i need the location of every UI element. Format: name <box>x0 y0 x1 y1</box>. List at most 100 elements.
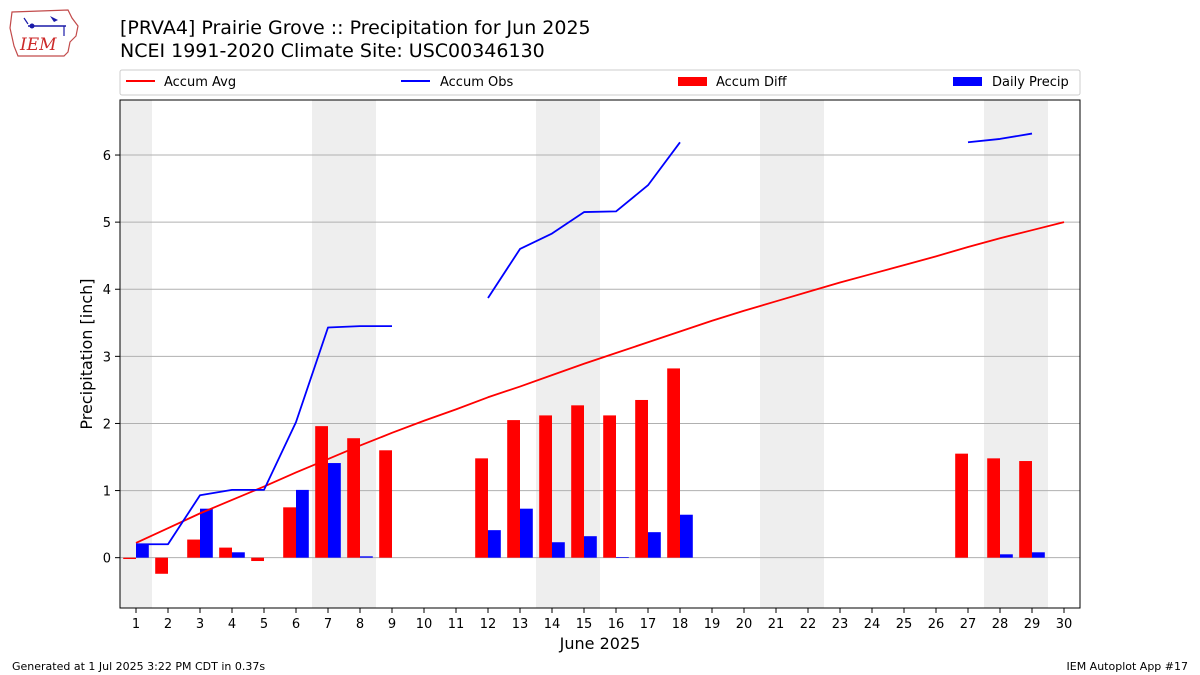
legend-label-accum-avg: Accum Avg <box>164 75 236 90</box>
chart-title: [PRVA4] Prairie Grove :: Precipitation f… <box>120 17 591 39</box>
weekend-shade-3 <box>760 100 824 608</box>
accum-diff-bar-9 <box>379 450 392 558</box>
x-tick-label-18: 18 <box>672 617 689 632</box>
y-tick-label-1: 1 <box>103 485 111 500</box>
x-tick-label-27: 27 <box>960 617 977 632</box>
accum-diff-bar-17 <box>635 399 648 558</box>
x-tick-label-6: 6 <box>292 617 300 632</box>
daily-precip-bar-7 <box>328 463 341 558</box>
x-tick-label-14: 14 <box>544 617 561 632</box>
x-tick-label-3: 3 <box>196 617 204 632</box>
x-tick-label-4: 4 <box>228 617 236 632</box>
x-tick-label-8: 8 <box>356 617 364 632</box>
accum-diff-bar-8 <box>347 438 360 558</box>
x-tick-label-25: 25 <box>896 617 913 632</box>
accum-diff-bar-14 <box>539 415 552 558</box>
legend-frame <box>119 69 1081 96</box>
x-tick-label-5: 5 <box>260 617 268 632</box>
x-tick-label-11: 11 <box>448 617 465 632</box>
x-tick-label-29: 29 <box>1024 617 1041 632</box>
daily-precip-bar-16 <box>616 556 629 558</box>
accum-diff-bar-18 <box>667 368 680 558</box>
accum-diff-bar-13 <box>507 420 520 558</box>
x-tick-label-2: 2 <box>164 617 172 632</box>
legend-label-accum-obs: Accum Obs <box>440 75 513 90</box>
legend-swatch-daily-precip <box>953 77 982 86</box>
accum-diff-bar-29 <box>1019 461 1032 558</box>
daily-precip-bar-29 <box>1032 552 1045 558</box>
y-tick-label-5: 5 <box>103 216 111 231</box>
x-tick-label-16: 16 <box>608 617 625 632</box>
chart-subtitle: NCEI 1991-2020 Climate Site: USC00346130 <box>120 40 545 62</box>
x-tick-label-7: 7 <box>324 617 332 632</box>
bars <box>123 368 1045 574</box>
daily-precip-bar-15 <box>584 536 597 558</box>
x-tick-label-28: 28 <box>992 617 1009 632</box>
footer-app-text: IEM Autoplot App #17 <box>1066 660 1189 673</box>
weekend-shade-0 <box>120 100 152 608</box>
daily-precip-bar-6 <box>296 489 309 558</box>
x-tick-label-23: 23 <box>832 617 849 632</box>
iem-logo: IEM <box>8 6 82 64</box>
y-tick-label-0: 0 <box>103 552 111 567</box>
accum-obs-line-segment-1 <box>487 141 681 299</box>
plot-frame <box>119 99 1081 609</box>
legend-label-accum-diff: Accum Diff <box>716 75 788 90</box>
accum-diff-bar-1 <box>123 557 136 560</box>
legend-label-daily-precip: Daily Precip <box>992 75 1069 90</box>
accum-diff-bar-6 <box>283 507 296 558</box>
x-tick-label-9: 9 <box>388 617 396 632</box>
daily-precip-bar-14 <box>552 542 565 558</box>
x-tick-label-21: 21 <box>768 617 785 632</box>
y-axis-label: Precipitation [inch] <box>77 278 96 429</box>
accum-avg-line-segment-0 <box>135 221 1065 544</box>
iem-logo-text: IEM <box>19 35 57 55</box>
y-tick-label-3: 3 <box>103 350 111 365</box>
accum-diff-bar-3 <box>187 539 200 558</box>
accum-obs-line-segment-0 <box>136 325 392 546</box>
y-tick-label-4: 4 <box>103 283 111 298</box>
x-tick-label-10: 10 <box>416 617 433 632</box>
accum-obs-line-segment-2 <box>967 132 1033 144</box>
daily-precip-bar-1 <box>136 544 149 558</box>
accum-diff-bar-2 <box>155 557 168 574</box>
x-tick-label-13: 13 <box>512 617 529 632</box>
x-axis-label: June 2025 <box>559 634 641 653</box>
accum-diff-bar-7 <box>315 426 328 558</box>
x-tick-label-20: 20 <box>736 617 753 632</box>
accum-diff-bar-5 <box>251 557 264 562</box>
x-axis-ticks: 1 2 3 4 5 6 7 8 9 10 11 12 13 14 15 16 17 18 19 20 21 22 23 24 2… <box>132 608 1072 632</box>
x-tick-label-22: 22 <box>800 617 817 632</box>
legend-swatch-accum-diff <box>678 77 707 86</box>
daily-precip-bar-4 <box>232 552 245 558</box>
footer-generated-text: Generated at 1 Jul 2025 3:22 PM CDT in 0… <box>12 660 266 673</box>
x-tick-label-24: 24 <box>864 617 881 632</box>
lines <box>135 132 1065 546</box>
daily-precip-bar-12 <box>488 530 501 558</box>
x-tick-label-30: 30 <box>1056 617 1073 632</box>
y-axis-ticks: 0 1 2 3 4 5 6 <box>103 149 120 567</box>
accum-diff-bar-28 <box>987 458 1000 558</box>
accum-diff-bar-4 <box>219 547 232 558</box>
grid-lines <box>120 154 1080 559</box>
x-tick-label-15: 15 <box>576 617 593 632</box>
x-tick-label-19: 19 <box>704 617 721 632</box>
daily-precip-bar-13 <box>520 508 533 558</box>
accum-diff-bar-15 <box>571 405 584 558</box>
y-tick-label-2: 2 <box>103 417 111 432</box>
accum-diff-bar-27 <box>955 453 968 558</box>
daily-precip-bar-17 <box>648 532 661 558</box>
daily-precip-bar-3 <box>200 508 213 558</box>
daily-precip-bar-18 <box>680 514 693 558</box>
daily-precip-bar-8 <box>360 556 373 558</box>
daily-precip-bar-28 <box>1000 554 1013 558</box>
y-tick-label-6: 6 <box>103 149 111 164</box>
x-tick-label-1: 1 <box>132 617 140 632</box>
accum-diff-bar-16 <box>603 415 616 558</box>
x-tick-label-12: 12 <box>480 617 497 632</box>
x-tick-label-17: 17 <box>640 617 657 632</box>
accum-diff-bar-12 <box>475 458 488 558</box>
x-tick-label-26: 26 <box>928 617 945 632</box>
legend: Accum Avg Accum Obs Accum Diff Daily Pre… <box>119 69 1081 96</box>
